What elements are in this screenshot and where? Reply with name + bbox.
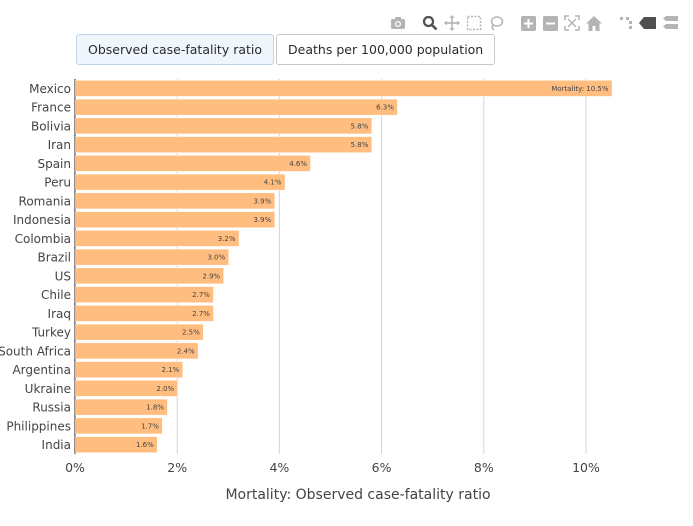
bar[interactable] xyxy=(75,248,230,266)
metric-tabs: Observed case-fatality ratio Deaths per … xyxy=(76,34,496,65)
y-tick-label: Bolivia xyxy=(31,119,71,133)
lasso-icon[interactable] xyxy=(485,14,507,32)
y-tick-label: Mexico xyxy=(29,82,71,96)
y-tick-label: France xyxy=(31,101,71,115)
y-tick-label: Spain xyxy=(37,157,71,171)
bar-data-label: 2.4% xyxy=(177,347,195,355)
bar[interactable] xyxy=(75,436,158,453)
bar[interactable] xyxy=(75,136,373,153)
bar-data-label: 2.1% xyxy=(162,366,180,374)
y-tick-label: India xyxy=(42,438,71,452)
y-tick-label: US xyxy=(55,269,71,283)
bar-data-label: 5.8% xyxy=(351,122,369,130)
y-tick-label: South Africa xyxy=(0,344,71,358)
bar[interactable] xyxy=(75,286,214,303)
y-axis-ticks: Mexico France Bolivia Iran Spain Peru Romania I… xyxy=(0,82,71,452)
x-tick-label: 8% xyxy=(474,460,494,475)
bar[interactable] xyxy=(75,267,224,285)
bar[interactable] xyxy=(75,230,240,247)
bars xyxy=(75,80,613,453)
bar[interactable] xyxy=(75,380,178,397)
zoom-out-icon[interactable] xyxy=(539,14,561,32)
y-tick-label: Russia xyxy=(32,401,71,415)
bar-data-label: 2.7% xyxy=(192,291,210,299)
box-select-icon[interactable] xyxy=(463,14,485,32)
bar[interactable] xyxy=(75,117,373,135)
bar[interactable] xyxy=(75,342,199,360)
bar-data-label: 2.5% xyxy=(182,329,200,337)
reset-axes-icon[interactable] xyxy=(583,14,605,32)
bar[interactable] xyxy=(75,98,398,116)
x-tick-label: 0% xyxy=(65,460,85,475)
bar-data-label: 3.2% xyxy=(218,235,236,243)
zoom-in-icon[interactable] xyxy=(517,14,539,32)
y-tick-label: Colombia xyxy=(15,232,71,246)
bar-data-label: 1.6% xyxy=(136,441,154,449)
y-tick-label: Iraq xyxy=(48,307,71,321)
camera-icon[interactable] xyxy=(387,14,409,32)
y-tick-label: Ukraine xyxy=(25,382,71,396)
bar[interactable] xyxy=(75,323,204,341)
autoscale-icon[interactable] xyxy=(561,14,583,32)
bar[interactable] xyxy=(75,155,311,172)
y-tick-label: Brazil xyxy=(38,251,72,265)
hover-closest-icon[interactable] xyxy=(637,14,659,32)
gridlines xyxy=(74,79,587,454)
bar-data-label: 3.9% xyxy=(253,197,271,205)
bar-data-label: 5.8% xyxy=(351,141,369,149)
y-tick-label: Chile xyxy=(41,288,71,302)
bar[interactable] xyxy=(75,211,276,228)
tab-observed-case-fatality-ratio[interactable]: Observed case-fatality ratio xyxy=(76,34,275,65)
y-tick-label: Iran xyxy=(48,138,71,152)
bar[interactable] xyxy=(75,305,214,322)
bar[interactable] xyxy=(75,173,286,191)
tab-deaths-per-100000[interactable]: Deaths per 100,000 population xyxy=(276,34,496,65)
bar-data-label: 4.1% xyxy=(264,179,282,187)
bar-data-label: 4.6% xyxy=(289,160,307,168)
y-tick-label: Argentina xyxy=(12,363,71,377)
bar-data-label: 2.7% xyxy=(192,310,210,318)
y-tick-label: Philippines xyxy=(6,419,71,433)
pan-icon[interactable] xyxy=(441,14,463,32)
bar-data-label: 3.0% xyxy=(208,254,226,262)
x-tick-label: 4% xyxy=(269,460,289,475)
spike-lines-icon[interactable] xyxy=(615,14,637,32)
bar-data-label: 1.7% xyxy=(141,422,159,430)
y-tick-label: Indonesia xyxy=(13,213,71,227)
x-axis-ticks: 0% 2% 4% 6% 8% 10% xyxy=(65,460,600,475)
zoom-icon[interactable] xyxy=(419,14,441,32)
y-tick-label: Romania xyxy=(19,194,71,208)
modebar xyxy=(387,14,681,32)
x-tick-label: 10% xyxy=(572,460,600,475)
bar[interactable] xyxy=(75,192,276,210)
x-tick-label: 2% xyxy=(167,460,187,475)
y-tick-label: Turkey xyxy=(31,326,71,340)
bar-data-label: 2.9% xyxy=(202,272,220,280)
hover-compare-icon[interactable] xyxy=(659,14,681,32)
bar-data-label: 1.8% xyxy=(146,404,164,412)
bar[interactable] xyxy=(75,398,168,416)
bar-data-label: 3.9% xyxy=(253,216,271,224)
bar[interactable] xyxy=(75,80,613,97)
bar[interactable] xyxy=(75,417,163,435)
x-axis-title: Mortality: Observed case-fatality ratio xyxy=(225,487,490,503)
data-labels: Mortality: 10.5% 6.3% 5.8% 5.8% 4.6% 4.1% 3.9%… xyxy=(136,85,609,449)
bar[interactable] xyxy=(75,361,184,378)
bar-data-label: 2.0% xyxy=(156,385,174,393)
x-tick-label: 6% xyxy=(372,460,392,475)
y-tick-label: Peru xyxy=(44,176,71,190)
bar-data-label: 6.3% xyxy=(376,104,394,112)
bar-data-label: Mortality: 10.5% xyxy=(551,85,609,93)
